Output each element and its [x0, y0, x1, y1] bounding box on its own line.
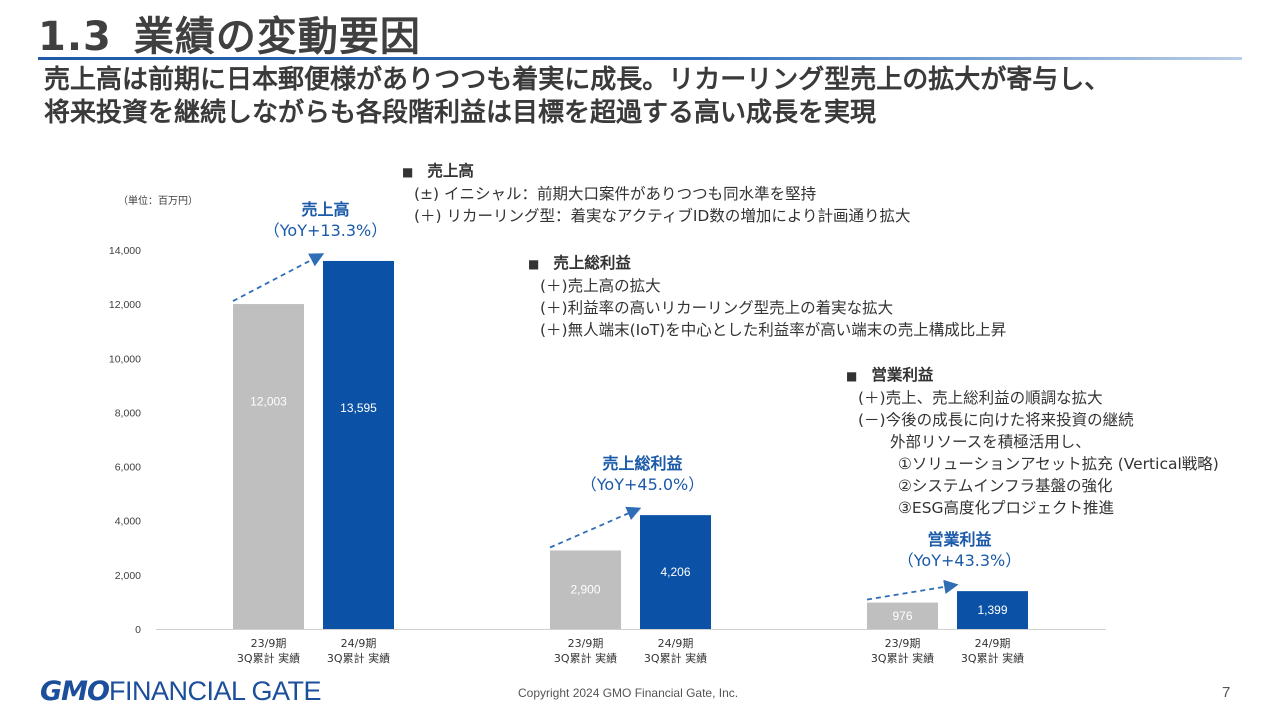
notes-sales-heading: ■ 売上高 — [402, 162, 474, 180]
subtitle-line-1: 売上高は前期に日本郵便様がありつつも着実に成長。リカーリング型売上の拡大が寄与し… — [44, 65, 1111, 95]
growth-arrow — [549, 506, 642, 549]
notes-operating-profit-line-4: ①ソリューションアセット拡充 (Vertical戦略) — [898, 455, 1219, 473]
growth-arrow — [232, 253, 325, 302]
y-tick-label: 8,000 — [115, 407, 141, 419]
bar-value-label: 2,900 — [570, 583, 600, 597]
square-bullet-icon: ■ — [402, 165, 414, 179]
y-tick-label: 6,000 — [115, 462, 141, 474]
y-tick-label: 2,000 — [115, 570, 141, 582]
x-category-label: 24/9期 — [658, 637, 694, 650]
square-bullet-icon: ■ — [528, 257, 540, 271]
x-category-label: 23/9期 — [251, 637, 287, 650]
group-title: 営業利益 — [927, 530, 991, 549]
group-title: 売上高 — [301, 200, 349, 219]
unit-label: （単位：百万円） — [118, 196, 198, 207]
group-yoy: （YoY+13.3%） — [264, 221, 387, 240]
notes-operating-profit-line-6: ③ESG高度化プロジェクト推進 — [898, 499, 1115, 517]
y-tick-label: 14,000 — [109, 245, 141, 257]
bar — [867, 602, 938, 629]
y-tick-label: 4,000 — [115, 516, 141, 528]
section-number: 1.3 — [38, 14, 112, 60]
notes-gross-profit-line-3: (＋)無人端末(IoT)を中心とした利益率が高い端末の売上構成比上昇 — [540, 321, 1007, 339]
notes-sales-line-2: (＋) リカーリング型：着実なアクティブID数の増加により計画通り拡大 — [414, 207, 911, 225]
group-title: 売上総利益 — [602, 454, 682, 473]
logo-gmo: GMO — [40, 676, 110, 707]
bar-value-label: 13,595 — [340, 401, 377, 415]
bar — [957, 591, 1028, 629]
logo-financial-gate: FINANCIAL GATE — [108, 676, 322, 706]
bar — [550, 550, 621, 629]
copyright: Copyright 2024 GMO Financial Gate, Inc. — [518, 686, 739, 700]
notes-operating-profit-line-3: 外部リソースを積極活用し、 — [890, 433, 1091, 451]
x-category-label: 23/9期 — [568, 637, 604, 650]
bar — [640, 515, 711, 629]
bar-value-label: 976 — [892, 609, 912, 623]
x-category-label: 3Q累計 実績 — [961, 651, 1024, 665]
notes-gross-profit: ■ 売上総利益 (＋)売上高の拡大 (＋)利益率の高いリカーリング型売上の着実な拡… — [528, 252, 1006, 341]
group-yoy: （YoY+45.0%） — [581, 475, 704, 494]
notes-operating-profit-line-1: (＋)売上、売上総利益の順調な拡大 — [858, 389, 1103, 407]
x-category-label: 3Q累計 実績 — [871, 651, 934, 665]
notes-sales-line-1: (±) イニシャル：前期大口案件がありつつも同水準を堅持 — [414, 185, 817, 203]
title-underline — [38, 57, 1242, 60]
x-category-label: 3Q累計 実績 — [554, 651, 617, 665]
bar — [323, 260, 394, 629]
subtitle-line-2: 将来投資を継続しながらも各段階利益は目標を超過する高い成長を実現 — [44, 98, 877, 128]
bar-value-label: 12,003 — [250, 395, 287, 409]
notes-gross-profit-line-2: (＋)利益率の高いリカーリング型売上の着実な拡大 — [540, 299, 894, 317]
x-category-label: 3Q累計 実績 — [237, 651, 300, 665]
bar-value-label: 4,206 — [660, 565, 690, 579]
x-category-label: 3Q累計 実績 — [644, 651, 707, 665]
page-subtitle: 売上高は前期に日本郵便様がありつつも着実に成長。リカーリング型売上の拡大が寄与し… — [44, 64, 1110, 130]
notes-operating-profit-heading: ■ 営業利益 — [846, 366, 934, 384]
notes-gross-profit-heading: ■ 売上総利益 — [528, 254, 631, 272]
bar — [233, 304, 304, 629]
x-category-label: 23/9期 — [885, 637, 921, 650]
x-category-label: 24/9期 — [341, 637, 377, 650]
growth-arrow — [866, 579, 959, 601]
title-text: 業績の変動要因 — [133, 14, 421, 60]
notes-sales: ■ 売上高 (±) イニシャル：前期大口案件がありつつも同水準を堅持 (＋) リカ… — [402, 160, 911, 227]
group-yoy: （YoY+43.3%） — [898, 551, 1021, 570]
y-tick-label: 10,000 — [109, 353, 141, 365]
y-tick-label: 12,000 — [109, 299, 141, 311]
page-number: 7 — [1222, 684, 1231, 701]
bar-value-label: 1,399 — [977, 603, 1007, 617]
notes-operating-profit: ■ 営業利益 (＋)売上、売上総利益の順調な拡大 (－)今後の成長に向けた将来投資… — [846, 364, 1219, 519]
notes-gross-profit-line-1: (＋)売上高の拡大 — [540, 277, 661, 295]
notes-operating-profit-line-2: (－)今後の成長に向けた将来投資の継続 — [858, 411, 1134, 429]
notes-operating-profit-line-5: ②システムインフラ基盤の強化 — [898, 477, 1113, 495]
company-logo: GMOFINANCIAL GATE — [40, 676, 322, 707]
x-category-label: 24/9期 — [975, 637, 1011, 650]
x-category-label: 3Q累計 実績 — [327, 651, 390, 665]
square-bullet-icon: ■ — [846, 369, 858, 383]
y-tick-label: 0 — [135, 624, 141, 636]
page-title: 1.3 業績の変動要因 — [38, 4, 421, 62]
